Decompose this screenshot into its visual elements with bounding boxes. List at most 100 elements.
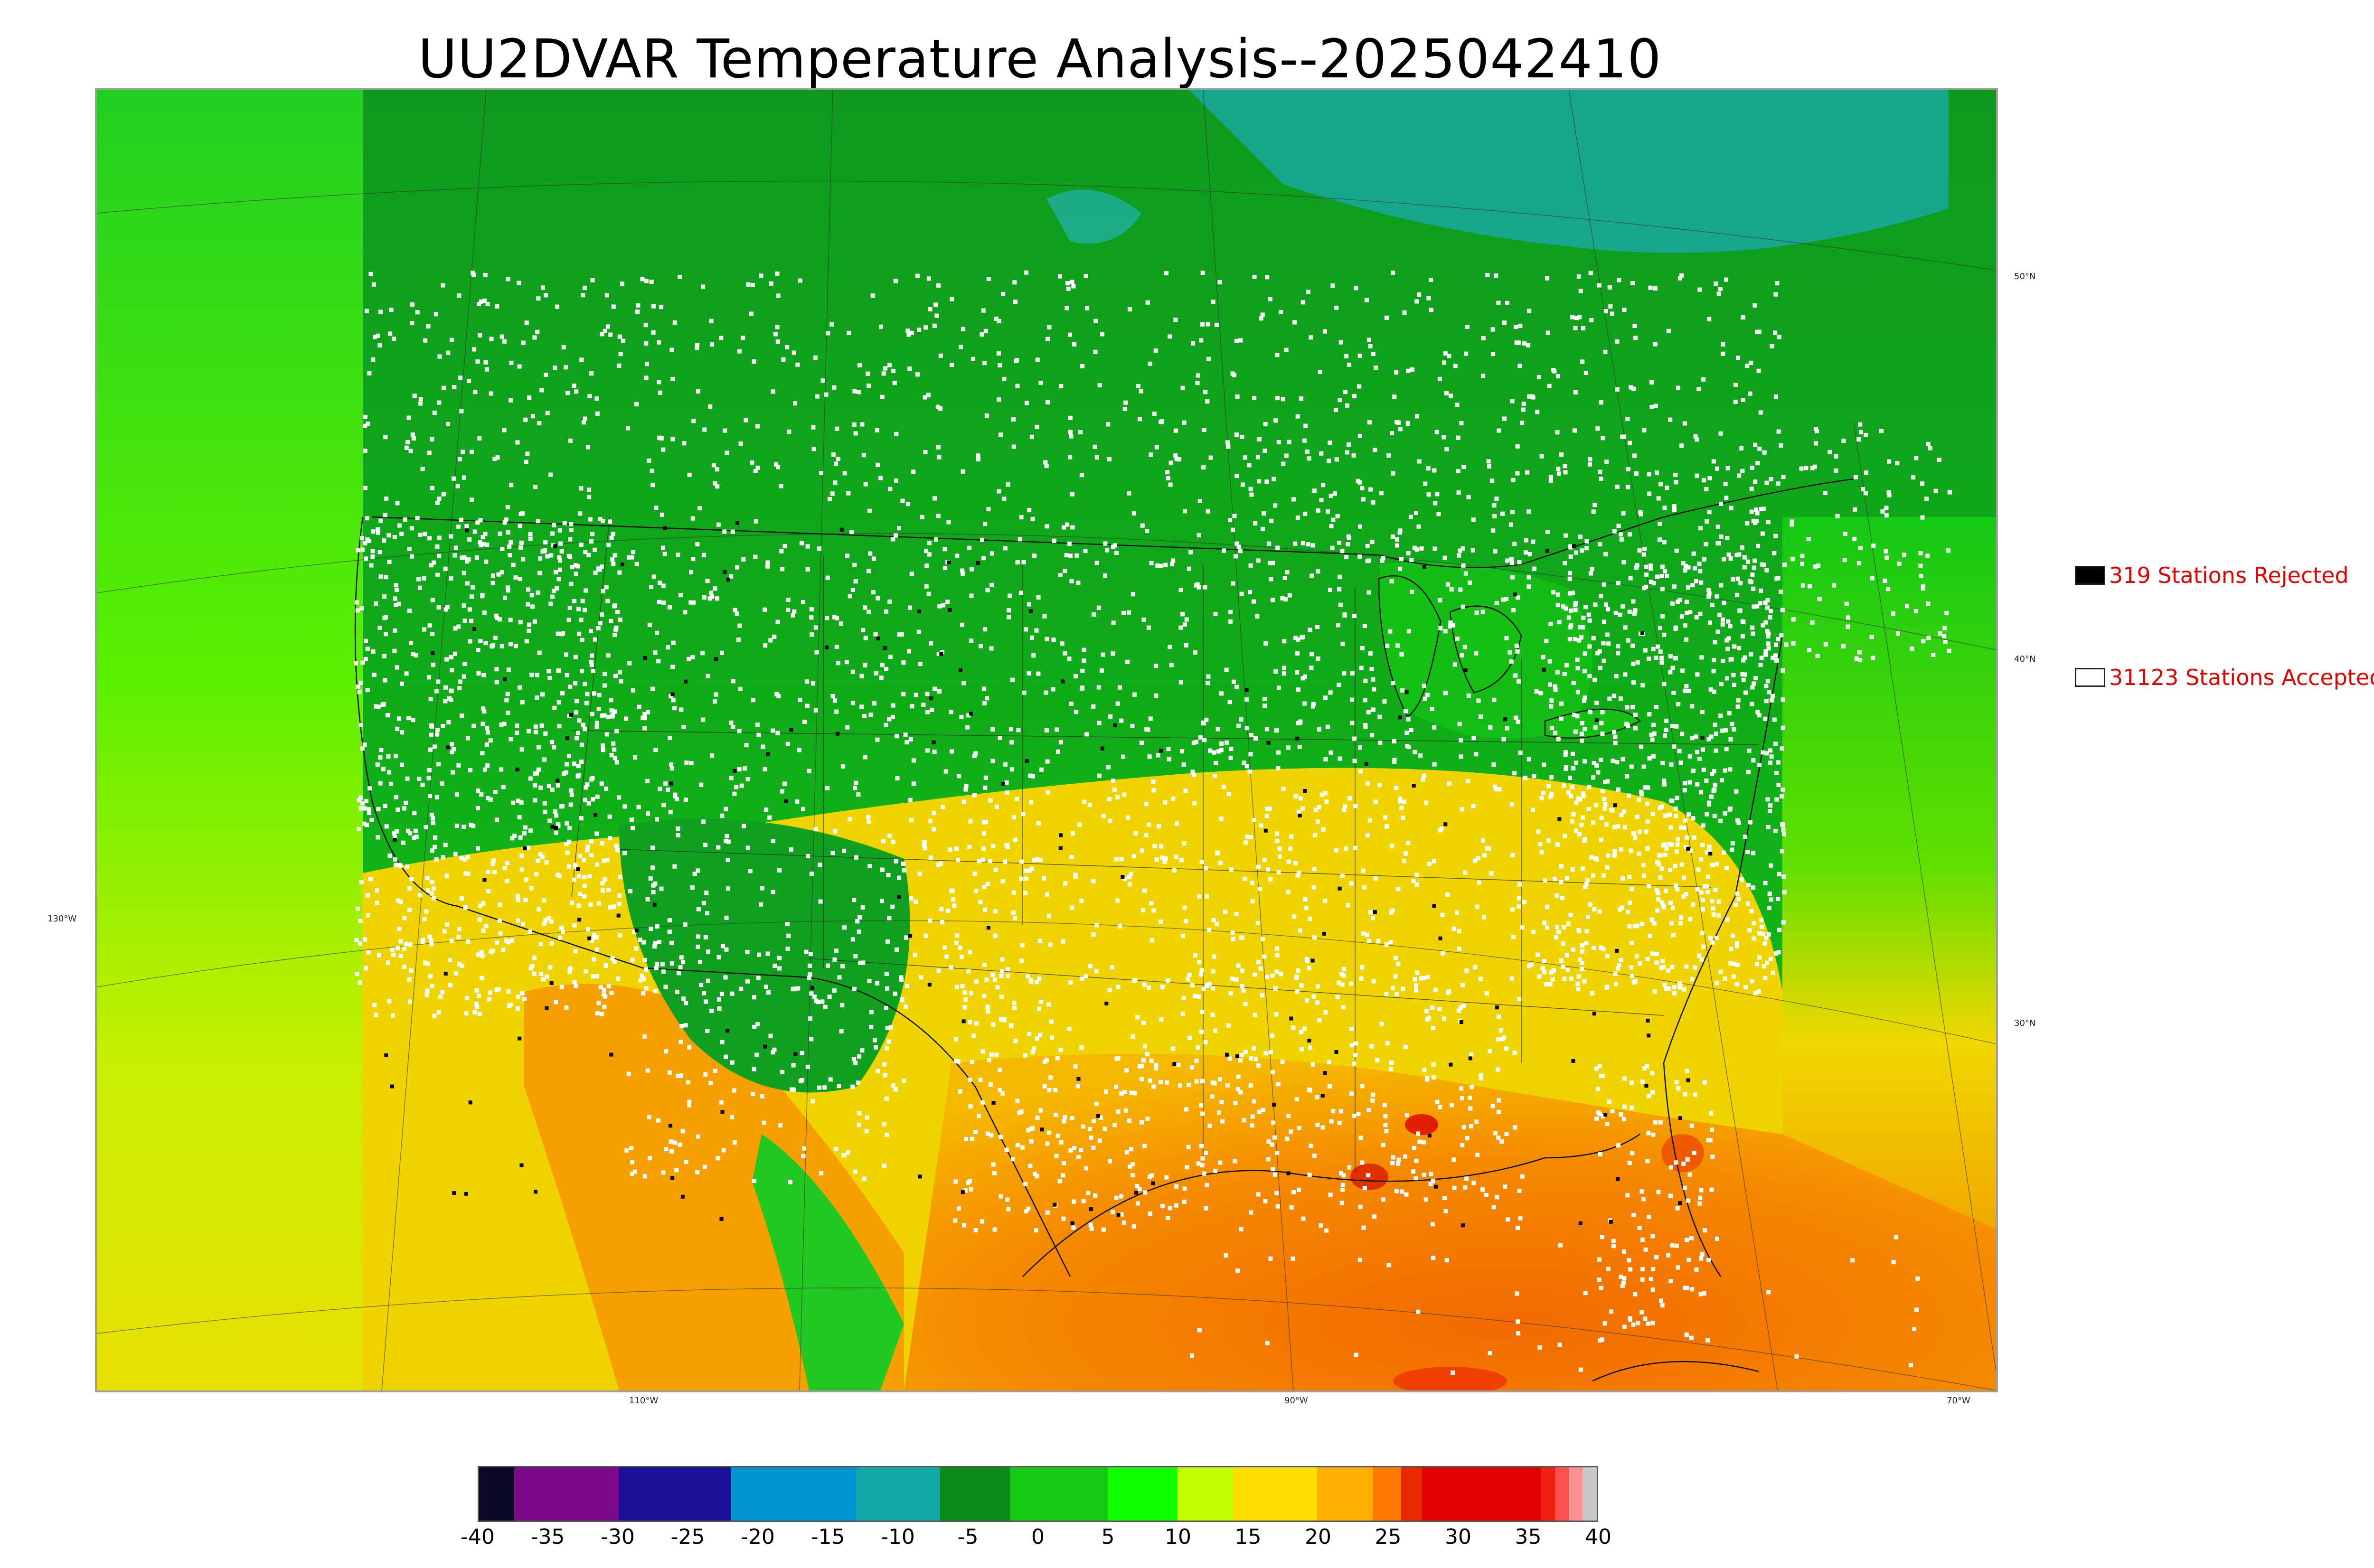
accepted-station-marker xyxy=(1268,1050,1273,1054)
accepted-station-marker xyxy=(1599,758,1603,762)
accepted-station-marker xyxy=(1016,728,1021,732)
accepted-station-marker xyxy=(657,435,662,440)
accepted-station-marker xyxy=(1761,750,1765,755)
accepted-station-marker xyxy=(539,972,544,976)
accepted-station-marker xyxy=(1219,748,1224,752)
accepted-station-marker xyxy=(590,653,594,658)
accepted-station-marker xyxy=(802,1146,806,1151)
accepted-station-marker xyxy=(360,746,365,751)
accepted-station-marker xyxy=(1734,789,1739,794)
accepted-station-marker xyxy=(1555,592,1560,597)
accepted-station-marker xyxy=(1349,881,1354,886)
accepted-station-marker xyxy=(609,991,614,995)
accepted-station-marker xyxy=(1364,298,1369,302)
rejected-station-marker xyxy=(1438,936,1442,940)
accepted-station-marker xyxy=(1395,643,1400,648)
accepted-station-marker xyxy=(813,708,818,713)
accepted-station-marker xyxy=(1361,931,1366,936)
accepted-station-marker xyxy=(1244,697,1249,702)
accepted-station-marker xyxy=(532,619,537,624)
lat-label-40n: 40°N xyxy=(2014,654,2036,664)
accepted-station-marker xyxy=(1617,278,1621,282)
accepted-station-marker xyxy=(1202,738,1207,742)
accepted-station-marker xyxy=(1694,579,1698,583)
accepted-station-marker xyxy=(738,686,743,691)
accepted-station-marker xyxy=(689,570,693,574)
accepted-station-marker xyxy=(1082,648,1086,652)
accepted-station-marker xyxy=(972,793,977,798)
rejected-station-marker xyxy=(443,971,448,976)
rejected-station-marker xyxy=(1334,1050,1338,1054)
accepted-station-marker xyxy=(509,398,513,403)
accepted-station-marker xyxy=(1602,797,1607,801)
rejected-station-marker xyxy=(643,656,647,660)
accepted-station-marker xyxy=(604,732,609,737)
accepted-station-marker xyxy=(990,727,995,732)
accepted-station-marker xyxy=(1750,465,1754,470)
accepted-station-marker xyxy=(650,865,655,870)
accepted-station-marker xyxy=(1431,1062,1436,1067)
accepted-station-marker xyxy=(835,616,839,620)
accepted-station-marker xyxy=(1339,1171,1344,1175)
accepted-station-marker xyxy=(1736,821,1741,825)
accepted-station-marker xyxy=(1062,525,1066,530)
accepted-station-marker xyxy=(1315,1123,1320,1127)
accepted-station-marker xyxy=(992,977,997,982)
accepted-station-marker xyxy=(1456,435,1460,440)
accepted-station-marker xyxy=(1643,1247,1648,1252)
accepted-station-marker xyxy=(1192,801,1196,806)
accepted-station-marker xyxy=(1735,891,1740,896)
accepted-station-marker xyxy=(1513,673,1518,678)
accepted-station-marker xyxy=(1751,885,1755,890)
accepted-station-marker xyxy=(384,496,389,501)
accepted-station-marker xyxy=(1645,801,1649,806)
accepted-station-marker xyxy=(763,985,768,989)
accepted-station-marker xyxy=(1762,450,1767,455)
accepted-station-marker xyxy=(1672,991,1677,995)
accepted-station-marker xyxy=(1640,921,1645,926)
accepted-station-marker xyxy=(1036,821,1041,826)
accepted-station-marker xyxy=(1285,1136,1290,1141)
accepted-station-marker xyxy=(1658,482,1663,487)
accepted-station-marker xyxy=(486,730,490,735)
accepted-station-marker xyxy=(1520,1174,1525,1179)
accepted-station-marker xyxy=(1070,280,1074,284)
accepted-station-marker xyxy=(833,480,838,485)
accepted-station-marker xyxy=(501,785,506,789)
accepted-station-marker xyxy=(557,567,562,572)
accepted-station-marker xyxy=(857,390,861,394)
accepted-station-marker xyxy=(417,893,422,898)
accepted-station-marker xyxy=(1689,1335,1694,1340)
accepted-station-marker xyxy=(1622,308,1627,312)
accepted-station-marker xyxy=(1017,537,1022,542)
accepted-station-marker xyxy=(1726,636,1731,641)
accepted-station-marker xyxy=(1707,845,1712,849)
accepted-station-marker xyxy=(914,900,918,904)
accepted-station-marker xyxy=(1627,874,1632,879)
accepted-station-marker xyxy=(480,954,485,958)
accepted-station-marker xyxy=(1063,651,1067,656)
accepted-station-marker xyxy=(1003,859,1008,864)
accepted-station-marker xyxy=(1285,570,1290,574)
accepted-station-marker xyxy=(482,709,487,714)
accepted-station-marker xyxy=(1250,1123,1254,1128)
accepted-station-marker xyxy=(1132,1091,1137,1096)
accepted-station-marker xyxy=(1497,1014,1501,1019)
accepted-station-marker xyxy=(1652,989,1657,994)
accepted-station-marker xyxy=(1579,635,1583,640)
accepted-station-marker xyxy=(1231,581,1235,586)
accepted-station-marker xyxy=(690,516,695,521)
accepted-station-marker xyxy=(1570,819,1574,824)
accepted-station-marker xyxy=(1663,814,1667,818)
accepted-station-marker xyxy=(1128,1164,1132,1169)
accepted-station-marker xyxy=(1863,491,1868,496)
accepted-station-marker xyxy=(868,713,873,717)
accepted-station-marker xyxy=(1514,340,1519,345)
accepted-station-marker xyxy=(775,731,780,735)
accepted-station-marker xyxy=(1307,456,1311,461)
accepted-station-marker xyxy=(853,431,858,436)
accepted-station-marker xyxy=(364,798,368,803)
accepted-station-marker xyxy=(968,950,972,955)
accepted-station-marker xyxy=(948,847,952,852)
accepted-station-marker xyxy=(1029,1139,1034,1144)
